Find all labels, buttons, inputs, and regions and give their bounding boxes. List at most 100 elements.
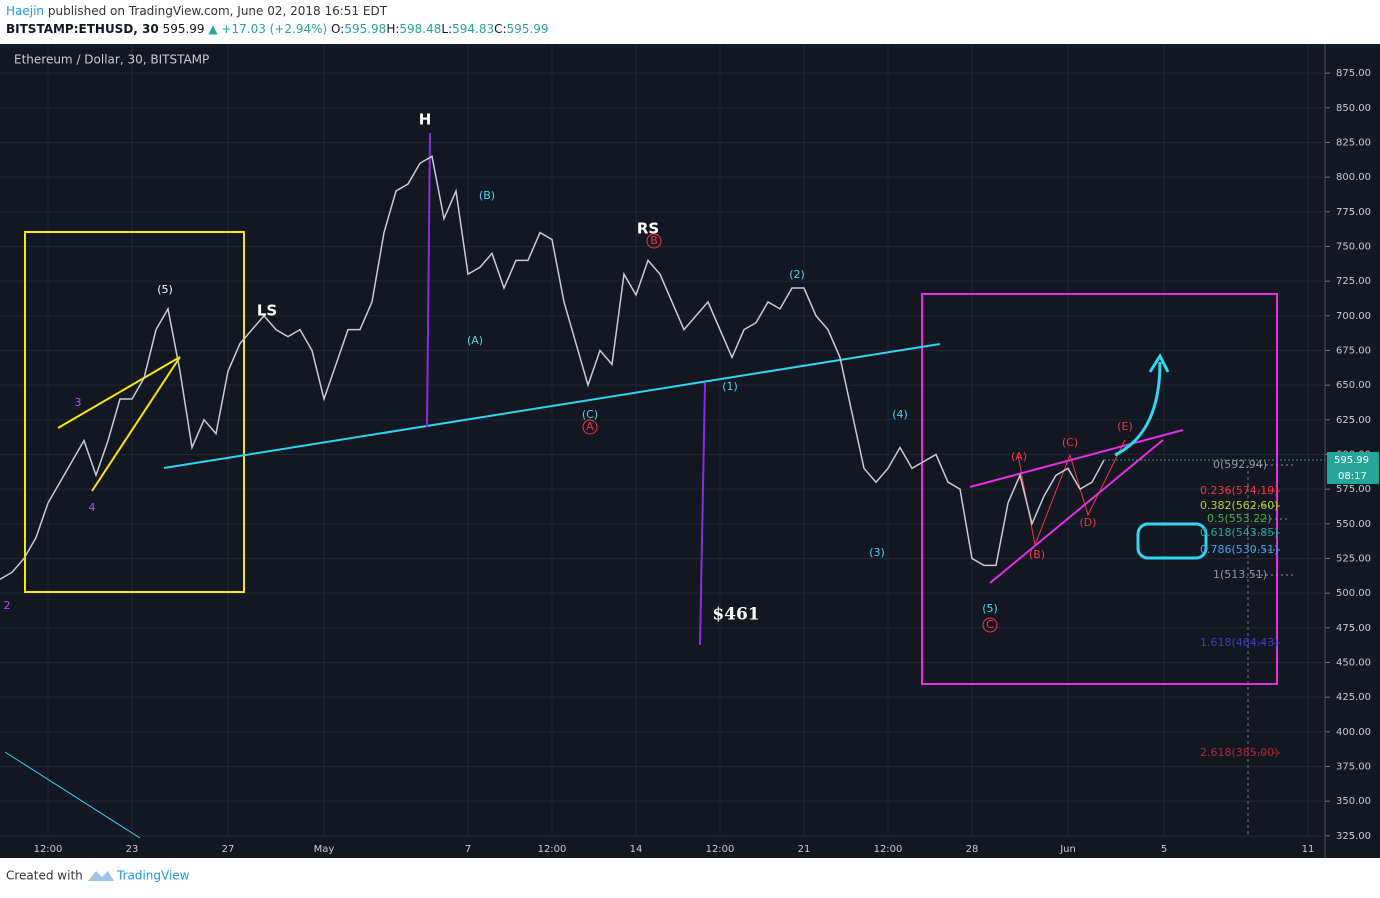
- annotation: 3: [75, 396, 82, 409]
- y-tick-label: 550.00: [1336, 519, 1371, 530]
- x-tick-label: Jun: [1059, 844, 1076, 855]
- brand[interactable]: TradingView: [116, 869, 190, 883]
- annotation: $461: [712, 605, 759, 625]
- y-tick-label: 625.00: [1336, 415, 1371, 426]
- annotation: (D): [1079, 516, 1096, 529]
- y-tick-label: 525.00: [1336, 553, 1371, 564]
- ohlc-key: C:: [494, 22, 506, 36]
- chart-bg: [0, 44, 1380, 858]
- annotation: (B): [479, 189, 495, 202]
- y-tick-label: 575.00: [1336, 484, 1371, 495]
- annotation: 0.236(574.19): [1200, 484, 1279, 497]
- wedge-line: [57, 356, 181, 429]
- x-tick-label: 21: [798, 844, 811, 855]
- annotation: H: [419, 111, 432, 129]
- triangle-line: [989, 439, 1164, 584]
- y-tick-label: 450.00: [1336, 657, 1371, 668]
- wave-circle: [982, 617, 998, 633]
- x-tick-label: 28: [966, 844, 979, 855]
- ohlc-value: 598.48: [399, 22, 441, 36]
- annotation: (B): [1029, 548, 1045, 561]
- x-tick-label: 7: [465, 844, 471, 855]
- ohlc-key: L:: [441, 22, 452, 36]
- wave-circle: [646, 233, 662, 249]
- magenta-box: [921, 293, 1278, 685]
- x-tick-label: May: [314, 844, 335, 855]
- annotation: 0.618(543.85): [1200, 526, 1279, 539]
- wedge-line: [91, 356, 181, 492]
- highlight: [1136, 522, 1208, 560]
- y-tick-label: 425.00: [1336, 692, 1371, 703]
- published: published on TradingView.com, June 02, 2…: [48, 4, 388, 18]
- y-tick-label: 675.00: [1336, 345, 1371, 356]
- annotation: 2.618(385.00): [1200, 746, 1279, 759]
- ohlc-value: 595.99: [507, 22, 549, 36]
- annotation: (5): [157, 283, 173, 296]
- y-tick-label: 475.00: [1336, 623, 1371, 634]
- header-bg: [0, 0, 1380, 44]
- annotation: 1.618(464.43): [1200, 636, 1279, 649]
- author[interactable]: Haejin: [6, 4, 44, 18]
- symbol-line: BITSTAMP:ETHUSD, 30 595.99 ▲ +17.03 (+2.…: [6, 22, 549, 36]
- annotation: A: [586, 420, 594, 433]
- arrow-head: [1148, 352, 1170, 373]
- triangle-line: [969, 429, 1184, 488]
- trend-line: [4, 751, 141, 839]
- x-tick-label: 23: [126, 844, 139, 855]
- y-tick-label: 750.00: [1336, 241, 1371, 252]
- ohlc-key: O:: [331, 22, 344, 36]
- annotation: (3): [869, 546, 885, 559]
- y-tick-label: 500.00: [1336, 588, 1371, 599]
- drawings: [4, 132, 1278, 839]
- y-tick-label: 650.00: [1336, 380, 1371, 391]
- annotation: (C): [582, 408, 598, 421]
- annotation: C: [986, 618, 994, 631]
- target-line: [699, 382, 706, 646]
- x-tick-label: 12:00: [874, 844, 903, 855]
- footer-bg: [0, 858, 1380, 894]
- y-tick-label: 325.00: [1336, 831, 1371, 842]
- annotation: (5): [982, 602, 998, 615]
- annotation: 0.382(562.60): [1200, 499, 1279, 512]
- annotation: (2): [789, 268, 805, 281]
- annotation: (E): [1117, 420, 1133, 433]
- annotation: (A): [1011, 450, 1027, 463]
- annotation: 0.786(530.51): [1200, 543, 1279, 556]
- x-tick-label: 12:00: [34, 844, 63, 855]
- annotation: (C): [1062, 436, 1078, 449]
- y-tick-label: 800.00: [1336, 172, 1371, 183]
- y-tick-label: 725.00: [1336, 276, 1371, 287]
- last-price: 595.99: [163, 22, 205, 36]
- created-with: Created with: [6, 869, 83, 883]
- y-tick-label: 850.00: [1336, 103, 1371, 114]
- ohlc-value: 595.98: [344, 22, 386, 36]
- countdown-label: 08:17: [1338, 471, 1367, 482]
- price-tag: [1327, 452, 1379, 469]
- x-tick-label: 12:00: [538, 844, 567, 855]
- change: ▲ +17.03 (+2.94%): [208, 22, 327, 36]
- annotation: LS: [257, 302, 277, 320]
- annotation: 2: [4, 599, 11, 612]
- y-tick-label: 825.00: [1336, 137, 1371, 148]
- countdown-tag: [1327, 468, 1379, 485]
- yellow-box: [24, 231, 245, 593]
- plot: 325.00 350.00 375.00 400.00 425.00 450.00 475.…: [0, 68, 1379, 855]
- y-tick-label: 700.00: [1336, 311, 1371, 322]
- x-tick-label: 11: [1302, 844, 1315, 855]
- x-tick-label: 27: [222, 844, 235, 855]
- annotation: (1): [722, 380, 738, 393]
- x-tick-label: 5: [1161, 844, 1167, 855]
- x-tick-label: 14: [630, 844, 643, 855]
- y-tick-label: 775.00: [1336, 207, 1371, 218]
- annotation: 0.5(553.22): [1207, 512, 1272, 525]
- neckline: [163, 343, 941, 469]
- price-line: [0, 155, 1105, 580]
- symbol: BITSTAMP:ETHUSD, 30: [6, 22, 159, 36]
- y-tick-label: 375.00: [1336, 761, 1371, 772]
- y-tick-label: 875.00: [1336, 68, 1371, 79]
- header-line: Haejin published on TradingView.com, Jun…: [6, 4, 388, 18]
- ohlc-value: 594.83: [452, 22, 494, 36]
- price-tag-label: 595.99: [1334, 455, 1369, 466]
- annotation: 4: [89, 501, 96, 514]
